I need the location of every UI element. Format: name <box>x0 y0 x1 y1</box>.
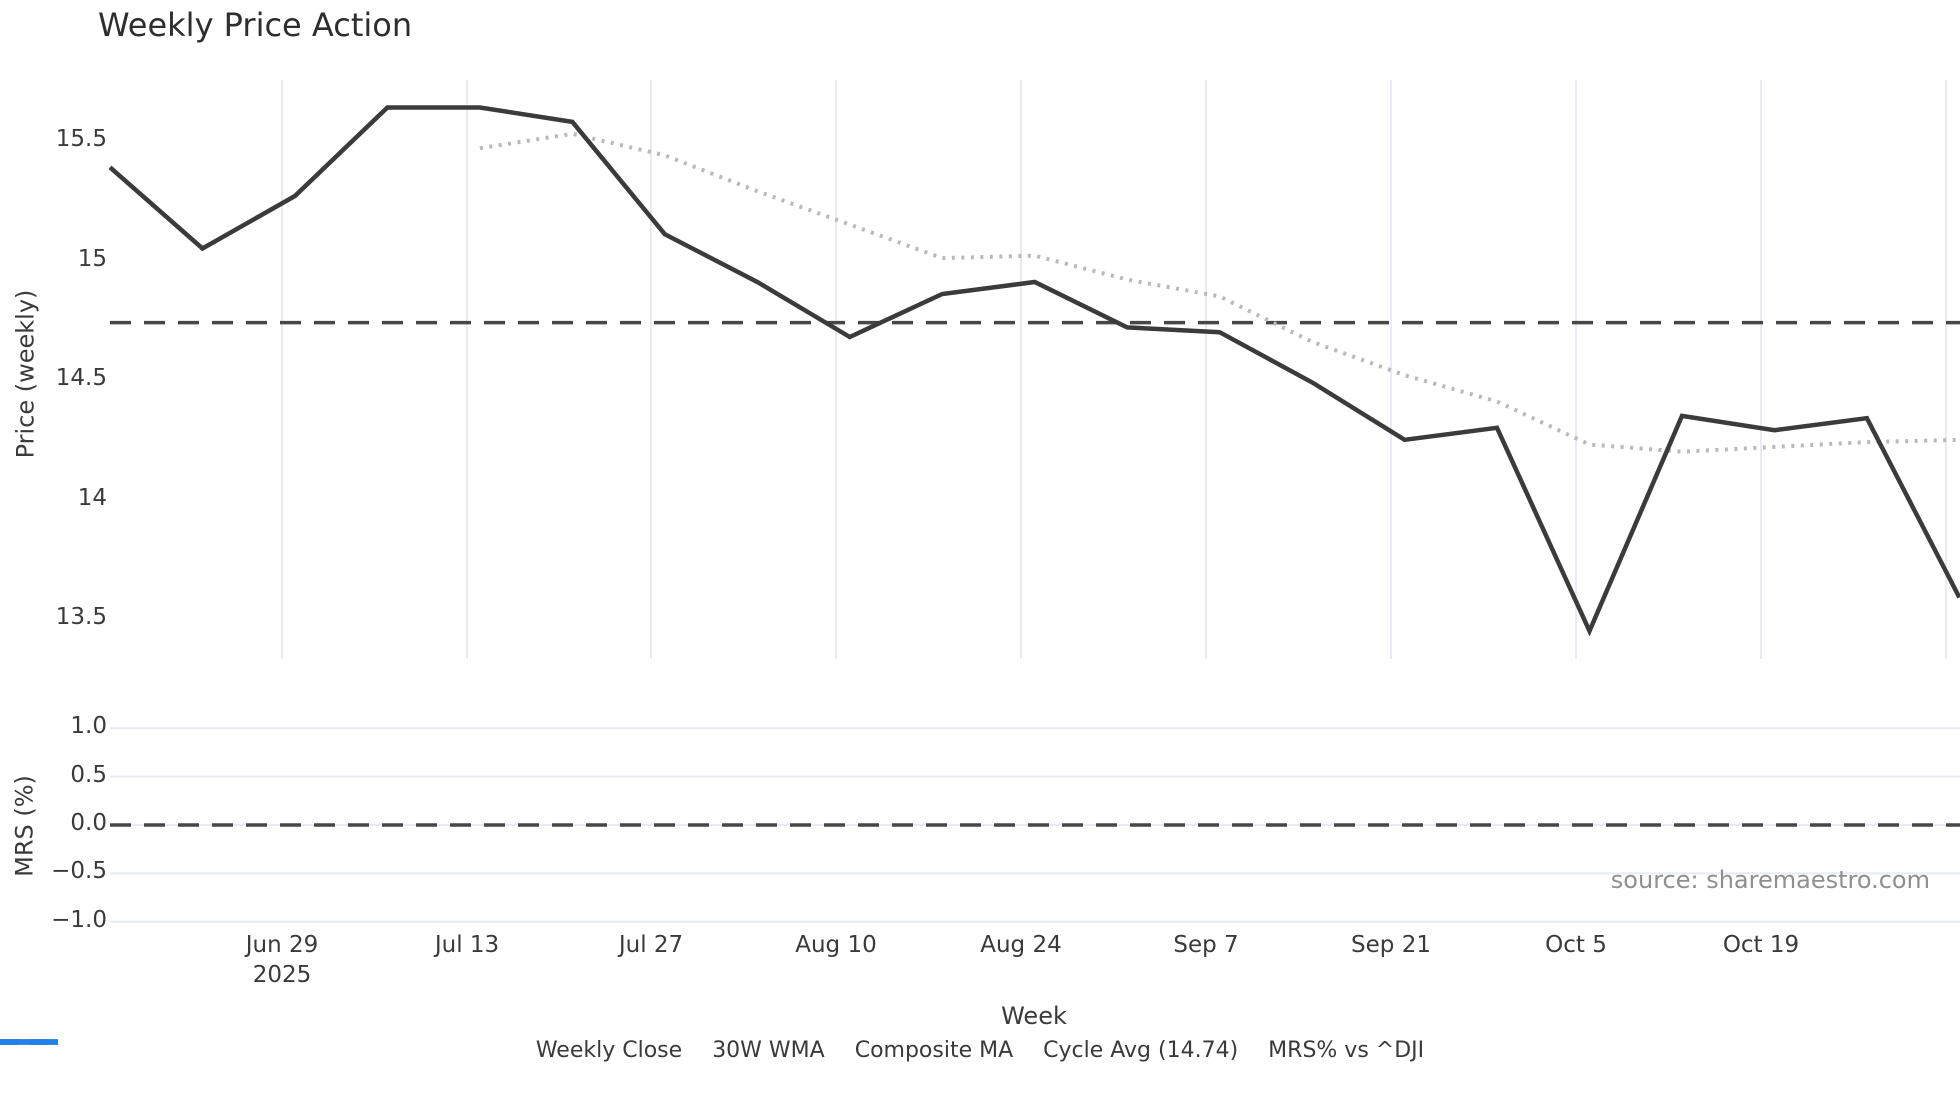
chart-legend: Weekly Close 30W WMA Composite MA Cycle Avg… <box>0 1038 1960 1063</box>
x-tick-label: Jul 27 <box>618 932 684 958</box>
composite-ma-line <box>479 131 1960 454</box>
x-tick-label: Jul 13 <box>434 932 500 958</box>
legend-item-weekly-close: Weekly Close <box>0 1038 683 1063</box>
price-tick-label: 13.5 <box>55 604 107 630</box>
x-axis-label: Week <box>1001 1002 1067 1030</box>
x-tick-label: Oct 5 <box>1545 932 1607 958</box>
legend-solid-swatch-icon <box>0 1039 58 1045</box>
legend-label: MRS% vs ^DJI <box>1268 1038 1425 1063</box>
legend-label: 30W WMA <box>712 1038 825 1063</box>
legend-item-30w-wma: 30W WMA <box>0 1038 825 1063</box>
mrs-tick-label: 0.0 <box>70 810 107 836</box>
chart-title: Weekly Price Action <box>98 6 413 44</box>
source-watermark: source: sharemaestro.com <box>1610 866 1930 894</box>
legend-label: Cycle Avg (14.74) <box>1043 1038 1239 1063</box>
x-tick-label: Aug 24 <box>980 932 1062 958</box>
legend-label: Composite MA <box>854 1038 1014 1063</box>
legend-item-composite-ma: Composite MA <box>0 1038 1014 1063</box>
legend-label: Weekly Close <box>535 1038 683 1063</box>
price-tick-label: 15.5 <box>55 126 107 152</box>
x-tick-label: Sep 7 <box>1173 932 1239 958</box>
price-axis-label: Price (weekly) <box>11 289 40 459</box>
x-tick-label: Oct 19 <box>1722 932 1800 958</box>
mrs-tick-label: −1.0 <box>51 906 107 933</box>
mrs-tick-label: 0.5 <box>70 761 107 788</box>
mrs-tick-label: −0.5 <box>51 858 107 885</box>
mrs-tick-label: 1.0 <box>70 713 107 740</box>
price-tick-label: 14 <box>77 484 107 511</box>
weekly-close-line <box>108 105 1960 637</box>
legend-item-mrs-vs-dji: MRS% vs ^DJI <box>0 1038 1425 1063</box>
legend-item-cycle-avg-14-74-: Cycle Avg (14.74) <box>0 1038 1239 1063</box>
price-tick-label: 15 <box>77 245 107 272</box>
x-tick-label: Sep 21 <box>1351 932 1431 958</box>
x-tick-label: Aug 10 <box>795 932 877 958</box>
price-tick-label: 14.5 <box>55 365 107 391</box>
x-tick-year-label: 2025 <box>252 962 312 988</box>
mrs-axis-label: MRS (%) <box>10 775 39 877</box>
x-tick-label: Jun 29 <box>245 932 319 958</box>
